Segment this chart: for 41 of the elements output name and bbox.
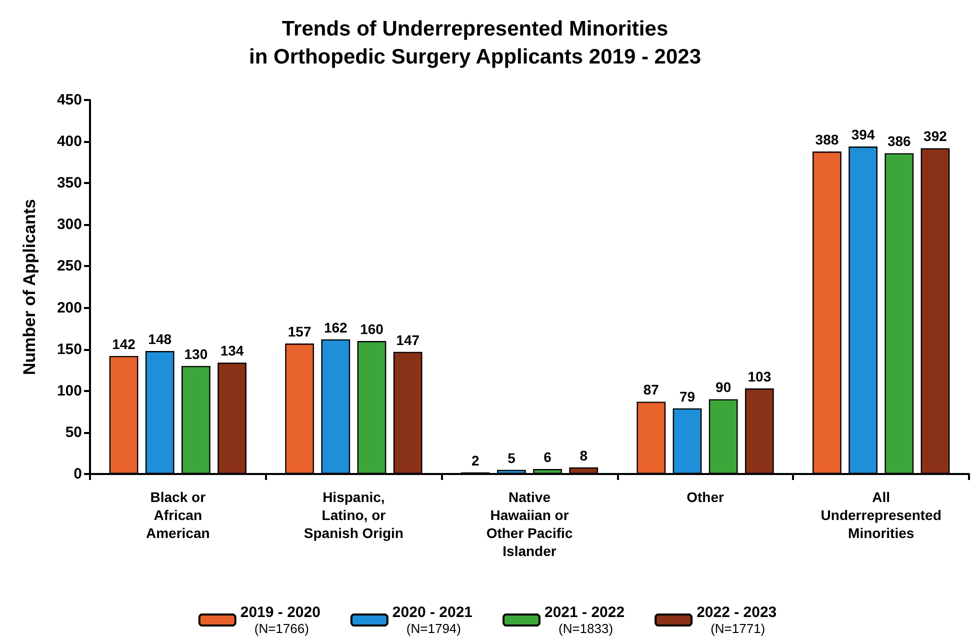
data-label: 5 [508,450,516,466]
data-label: 162 [324,319,348,336]
y-tick-label: 100 [56,382,82,400]
legend-label: 2020 - 2021 (N=1794) [392,604,473,636]
data-label: 157 [288,324,312,340]
y-tick-label: 450 [56,92,82,108]
y-tick-label: 300 [56,216,82,234]
data-label: 394 [851,126,875,143]
chart-title: Trends of Underrepresented Minorities in Orthopedic Surgery Applicants 2019 - 2023 [248,18,702,68]
data-label: 386 [887,133,912,150]
data-label: 392 [924,128,948,144]
y-tick-label: 250 [56,258,82,275]
x-tick-label: Other [686,489,725,505]
data-label: 90 [716,379,732,396]
data-label: 8 [580,447,588,464]
data-label: 79 [679,388,696,404]
y-tick-label: 400 [56,133,82,150]
y-tick-label: 200 [56,299,82,316]
data-label: 103 [748,368,772,384]
x-tick-label: Black or African American [146,489,210,541]
y-tick-label: 50 [65,424,82,441]
x-tick-label: Native Hawaiian or Other Pacific Islander [486,489,573,559]
data-label: 142 [112,336,136,352]
data-label: 388 [815,132,839,148]
y-tick-label: 350 [56,174,82,192]
y-axis-title: Number of Applicants [20,199,39,375]
y-tick-label: 150 [56,340,82,358]
x-tick-label: All Underrepresented Minorities [820,489,942,541]
legend-label: 2022 - 2023 (N=1771) [696,604,777,636]
data-label: 87 [643,382,660,398]
legend-label: 2021 - 2022 (N=1833) [544,604,625,636]
data-label: 147 [396,332,420,348]
legend-label: 2019 - 2020 (N=1766) [240,604,320,636]
data-label: 130 [184,346,208,362]
data-label: 148 [148,330,172,347]
data-label: 160 [360,321,384,338]
x-tick-label: Hispanic, Latino, or Spanish Origin [304,489,404,541]
data-label: 2 [471,452,480,468]
data-label: 134 [220,342,244,359]
data-label: 6 [544,449,552,466]
y-tick-label: 0 [74,466,82,482]
